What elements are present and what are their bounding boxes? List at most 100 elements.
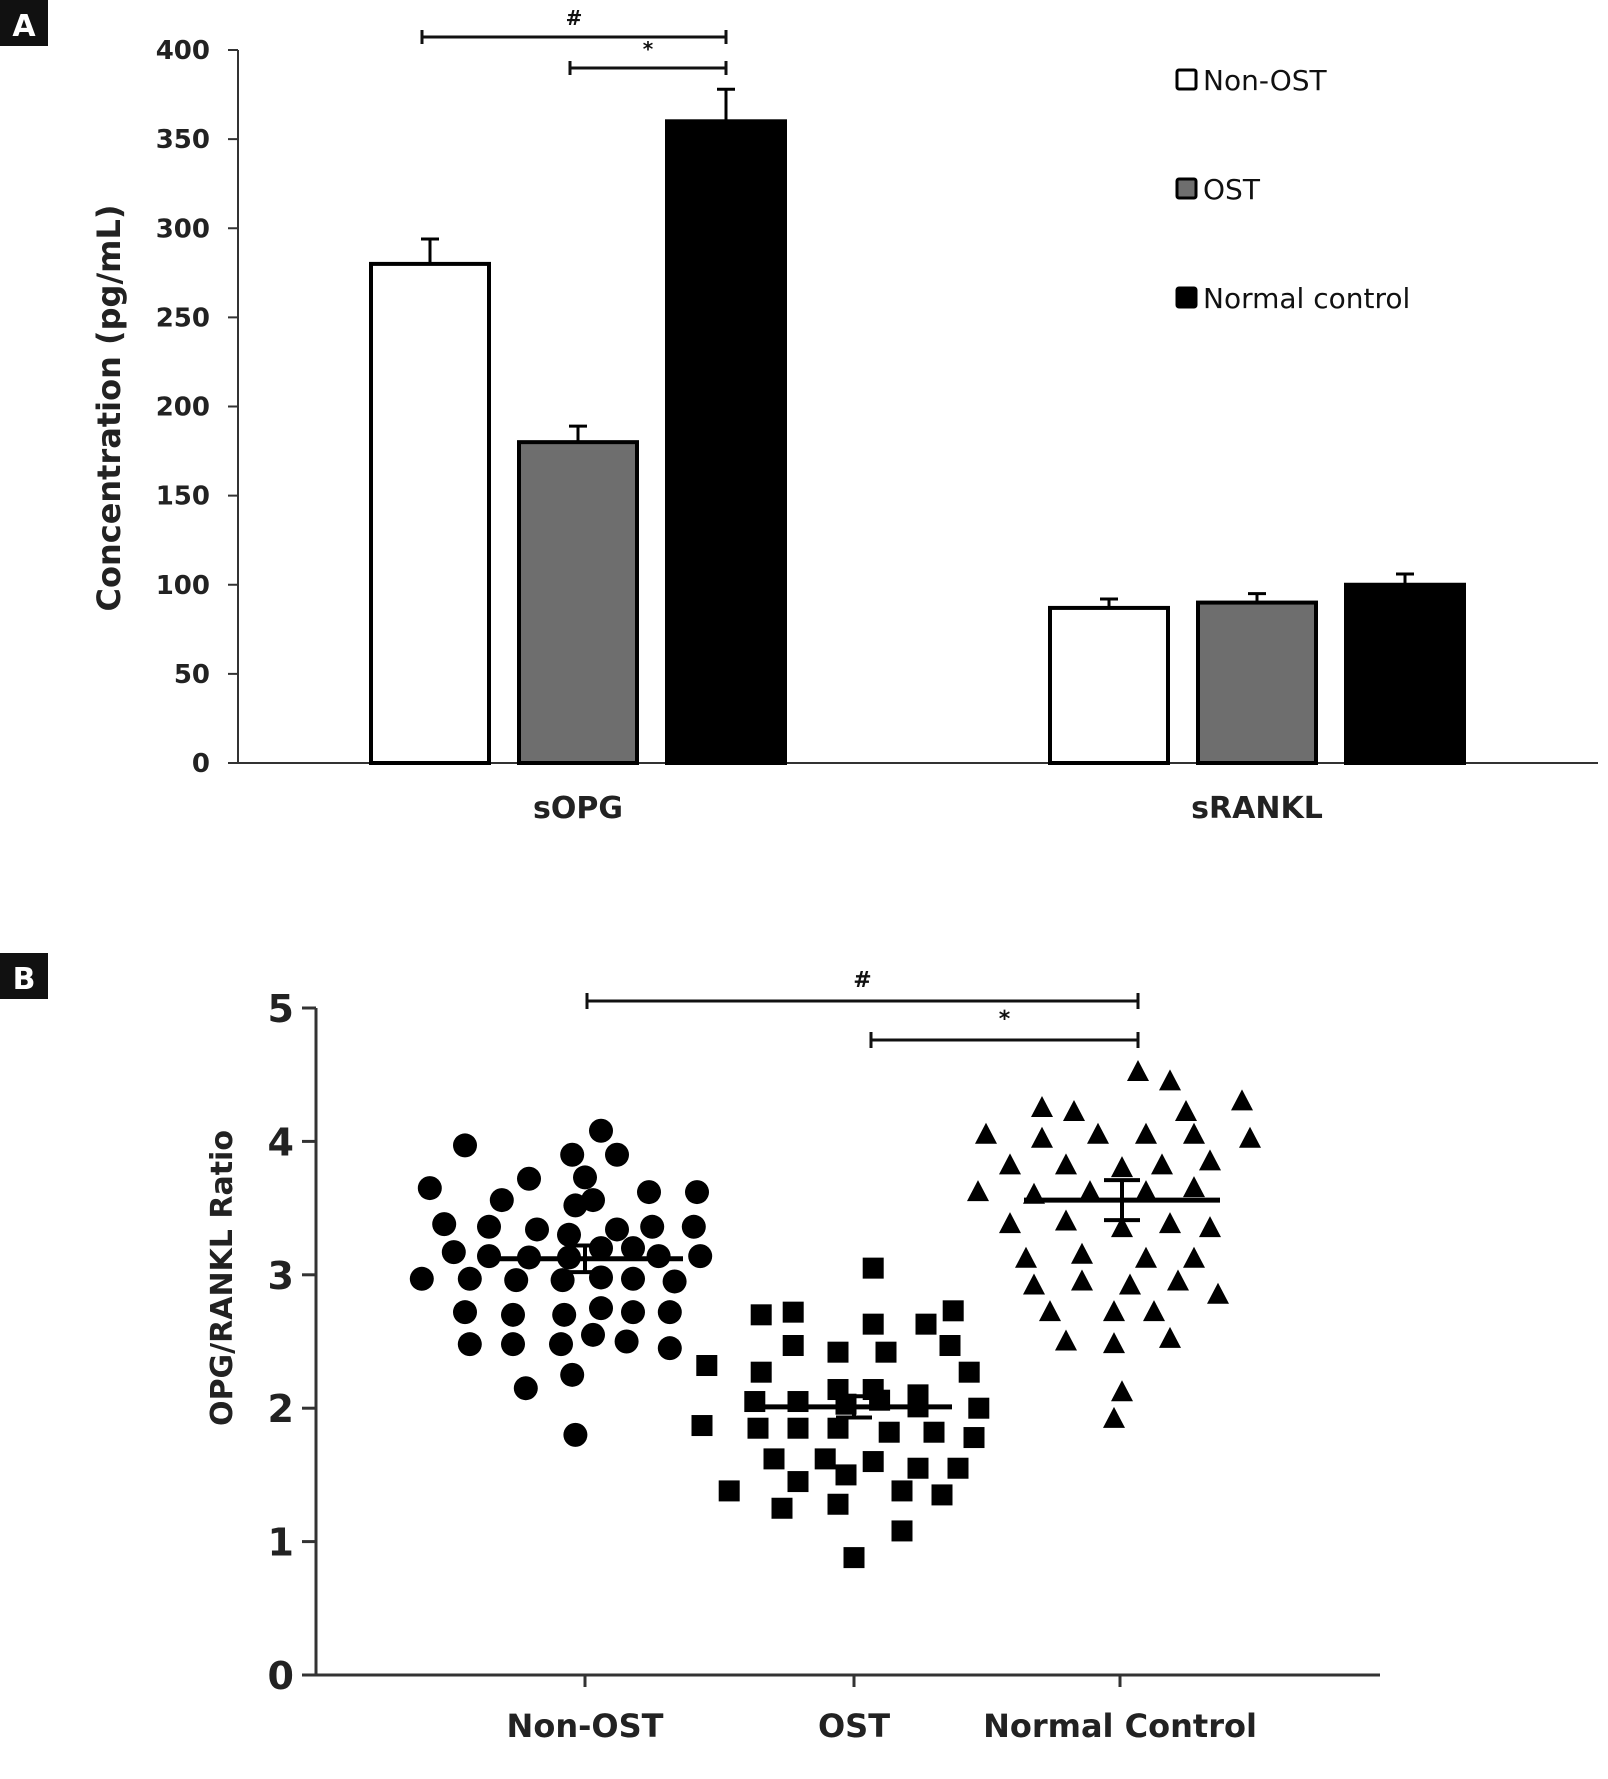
panel-a-label-box xyxy=(0,0,48,46)
panel-b-square-point xyxy=(814,1448,836,1470)
panel-a-y-tick-label: 400 xyxy=(156,36,210,66)
panel-b-square-point xyxy=(835,1393,857,1415)
panel-b-triangle-point xyxy=(1239,1126,1261,1148)
panel-b-triangle-point xyxy=(1175,1100,1197,1122)
panel-b-triangle-point xyxy=(1063,1100,1085,1122)
panel-b-triangle-point xyxy=(1151,1153,1173,1175)
panel-b-triangle-point xyxy=(1055,1329,1077,1351)
panel-b-circle-point xyxy=(501,1332,525,1357)
panel-b-x-ticks: Non-OST OST Normal Control xyxy=(507,1675,1257,1745)
panel-b-triangle-point xyxy=(1111,1216,1133,1238)
panel-b-circle-point xyxy=(563,1422,588,1447)
panel-b-triangle-point xyxy=(1159,1212,1181,1234)
panel-b-triangle-point xyxy=(1055,1209,1077,1231)
panel-b-triangle-point xyxy=(1039,1300,1061,1322)
panel-b-circle-point xyxy=(549,1332,573,1357)
panel-b-triangle-point xyxy=(1079,1180,1101,1202)
panel-a-bars xyxy=(369,87,1466,766)
panel-b-circle-point xyxy=(589,1118,613,1143)
panel-b-y-axis-title: OPG/RANKL Ratio xyxy=(205,1130,240,1426)
panel-a-y-axis-title: Concentration (pg/mL) xyxy=(90,204,128,611)
panel-b-triangle-point xyxy=(1071,1269,1093,1291)
panel-a-x-ticks: sOPG sRANKL xyxy=(533,791,1323,826)
panel-a-legend-label: Normal control xyxy=(1203,282,1410,315)
panel-b-circle-point xyxy=(657,1300,682,1325)
panel-a: A Concentration (pg/mL) 0 50 100 150 200 250 3… xyxy=(0,0,1598,826)
panel-a-bar xyxy=(1196,600,1318,766)
panel-b-triangle-point xyxy=(967,1180,989,1202)
panel-b-y-tick-label: 0 xyxy=(268,1654,294,1698)
panel-b-circle-point xyxy=(409,1266,434,1291)
panel-b-square-point xyxy=(835,1464,857,1486)
panel-b-triangle-point xyxy=(1119,1273,1141,1295)
panel-b-circle-point xyxy=(477,1244,501,1269)
panel-b-triangle-point xyxy=(1159,1326,1181,1348)
panel-b-triangle-point xyxy=(1135,1122,1157,1144)
panel-a-legend: Non-OST OST Normal control xyxy=(1175,64,1410,315)
panel-b-square-point xyxy=(923,1421,945,1443)
panel-b-circle-point xyxy=(453,1300,477,1325)
panel-b-circle-point xyxy=(573,1165,597,1190)
panel-b-circle-point xyxy=(662,1269,687,1294)
panel-b-circle-point xyxy=(441,1240,466,1265)
panel-b-square-point xyxy=(827,1417,849,1439)
panel-b-square-point xyxy=(939,1335,961,1357)
panel-b-square-point xyxy=(747,1417,769,1439)
panel-a-legend-swatch xyxy=(1175,68,1198,91)
panel-b-circle-point xyxy=(685,1180,709,1205)
panel-b-circle-point xyxy=(621,1266,645,1291)
panel-b-triangle-point xyxy=(1199,1216,1221,1238)
panel-b-circle-point xyxy=(457,1332,482,1357)
panel-a-y-tick-label: 100 xyxy=(156,571,210,601)
panel-b-triangle-point xyxy=(1199,1149,1221,1171)
panel-b-label-box xyxy=(0,953,48,999)
panel-a-x-tick-label: sOPG xyxy=(533,791,623,826)
panel-b-circle-point xyxy=(501,1302,525,1327)
panel-b-square-point xyxy=(750,1361,772,1383)
panel-b-triangle-point xyxy=(1023,1273,1045,1295)
panel-b-square-point xyxy=(963,1427,985,1449)
panel-a-x-tick-label: sRANKL xyxy=(1191,791,1323,826)
panel-b-triangle-point xyxy=(1071,1242,1093,1264)
panel-b-circle-point xyxy=(550,1268,575,1293)
panel-b-circle-point xyxy=(525,1217,549,1242)
panel-b-triangle-point xyxy=(1015,1246,1037,1268)
panel-b-circle-point xyxy=(637,1180,661,1205)
panel-b-triangle-point xyxy=(1183,1246,1205,1268)
panel-b-circle-point xyxy=(453,1133,477,1158)
panel-b-square-point xyxy=(862,1257,884,1279)
panel-b-square-point xyxy=(750,1304,772,1326)
panel-b-circle-point xyxy=(557,1222,581,1247)
panel-b-triangle-point xyxy=(975,1122,997,1144)
panel-b-triangle-point xyxy=(1231,1089,1253,1111)
panel-b-triangle-point xyxy=(1159,1069,1181,1091)
panel-b-square-point xyxy=(942,1300,964,1322)
panel-b-triangle-point xyxy=(1087,1122,1109,1144)
panel-b-circle-point xyxy=(605,1142,629,1167)
panel-b-circle-point xyxy=(504,1268,529,1293)
panel-b-triangle-point xyxy=(999,1212,1021,1234)
panel-b-square-point xyxy=(907,1457,929,1479)
panel-a-significance: #* xyxy=(420,6,728,75)
panel-b-triangle-point xyxy=(1143,1300,1165,1322)
panel-b-label: B xyxy=(13,962,36,997)
panel-b-y-tick-label: 3 xyxy=(268,1254,294,1298)
panel-a-y-tick-label: 150 xyxy=(156,482,210,512)
panel-b-circle-point xyxy=(589,1265,613,1290)
panel-b-circle-point xyxy=(552,1302,577,1327)
panel-b-y-tick-label: 5 xyxy=(268,987,294,1031)
panel-b-triangle-point xyxy=(1183,1122,1205,1144)
panel-b-square-point xyxy=(787,1471,809,1493)
panel-b-circle-point xyxy=(581,1188,605,1213)
panel-b-square-point xyxy=(968,1397,990,1419)
panel-a-bar xyxy=(517,440,639,765)
panel-a-y-tick-label: 50 xyxy=(174,660,210,690)
panel-b-circle-point xyxy=(477,1214,501,1239)
panel-b-square-point xyxy=(771,1497,793,1519)
panel-b-circle-point xyxy=(688,1244,713,1269)
panel-a-bar xyxy=(1344,582,1466,765)
panel-b-triangle-point xyxy=(1103,1332,1125,1354)
panel-b-significance-mark: * xyxy=(999,1007,1011,1032)
panel-b-triangle-point xyxy=(1111,1380,1133,1402)
panel-b-square-point xyxy=(931,1484,953,1506)
